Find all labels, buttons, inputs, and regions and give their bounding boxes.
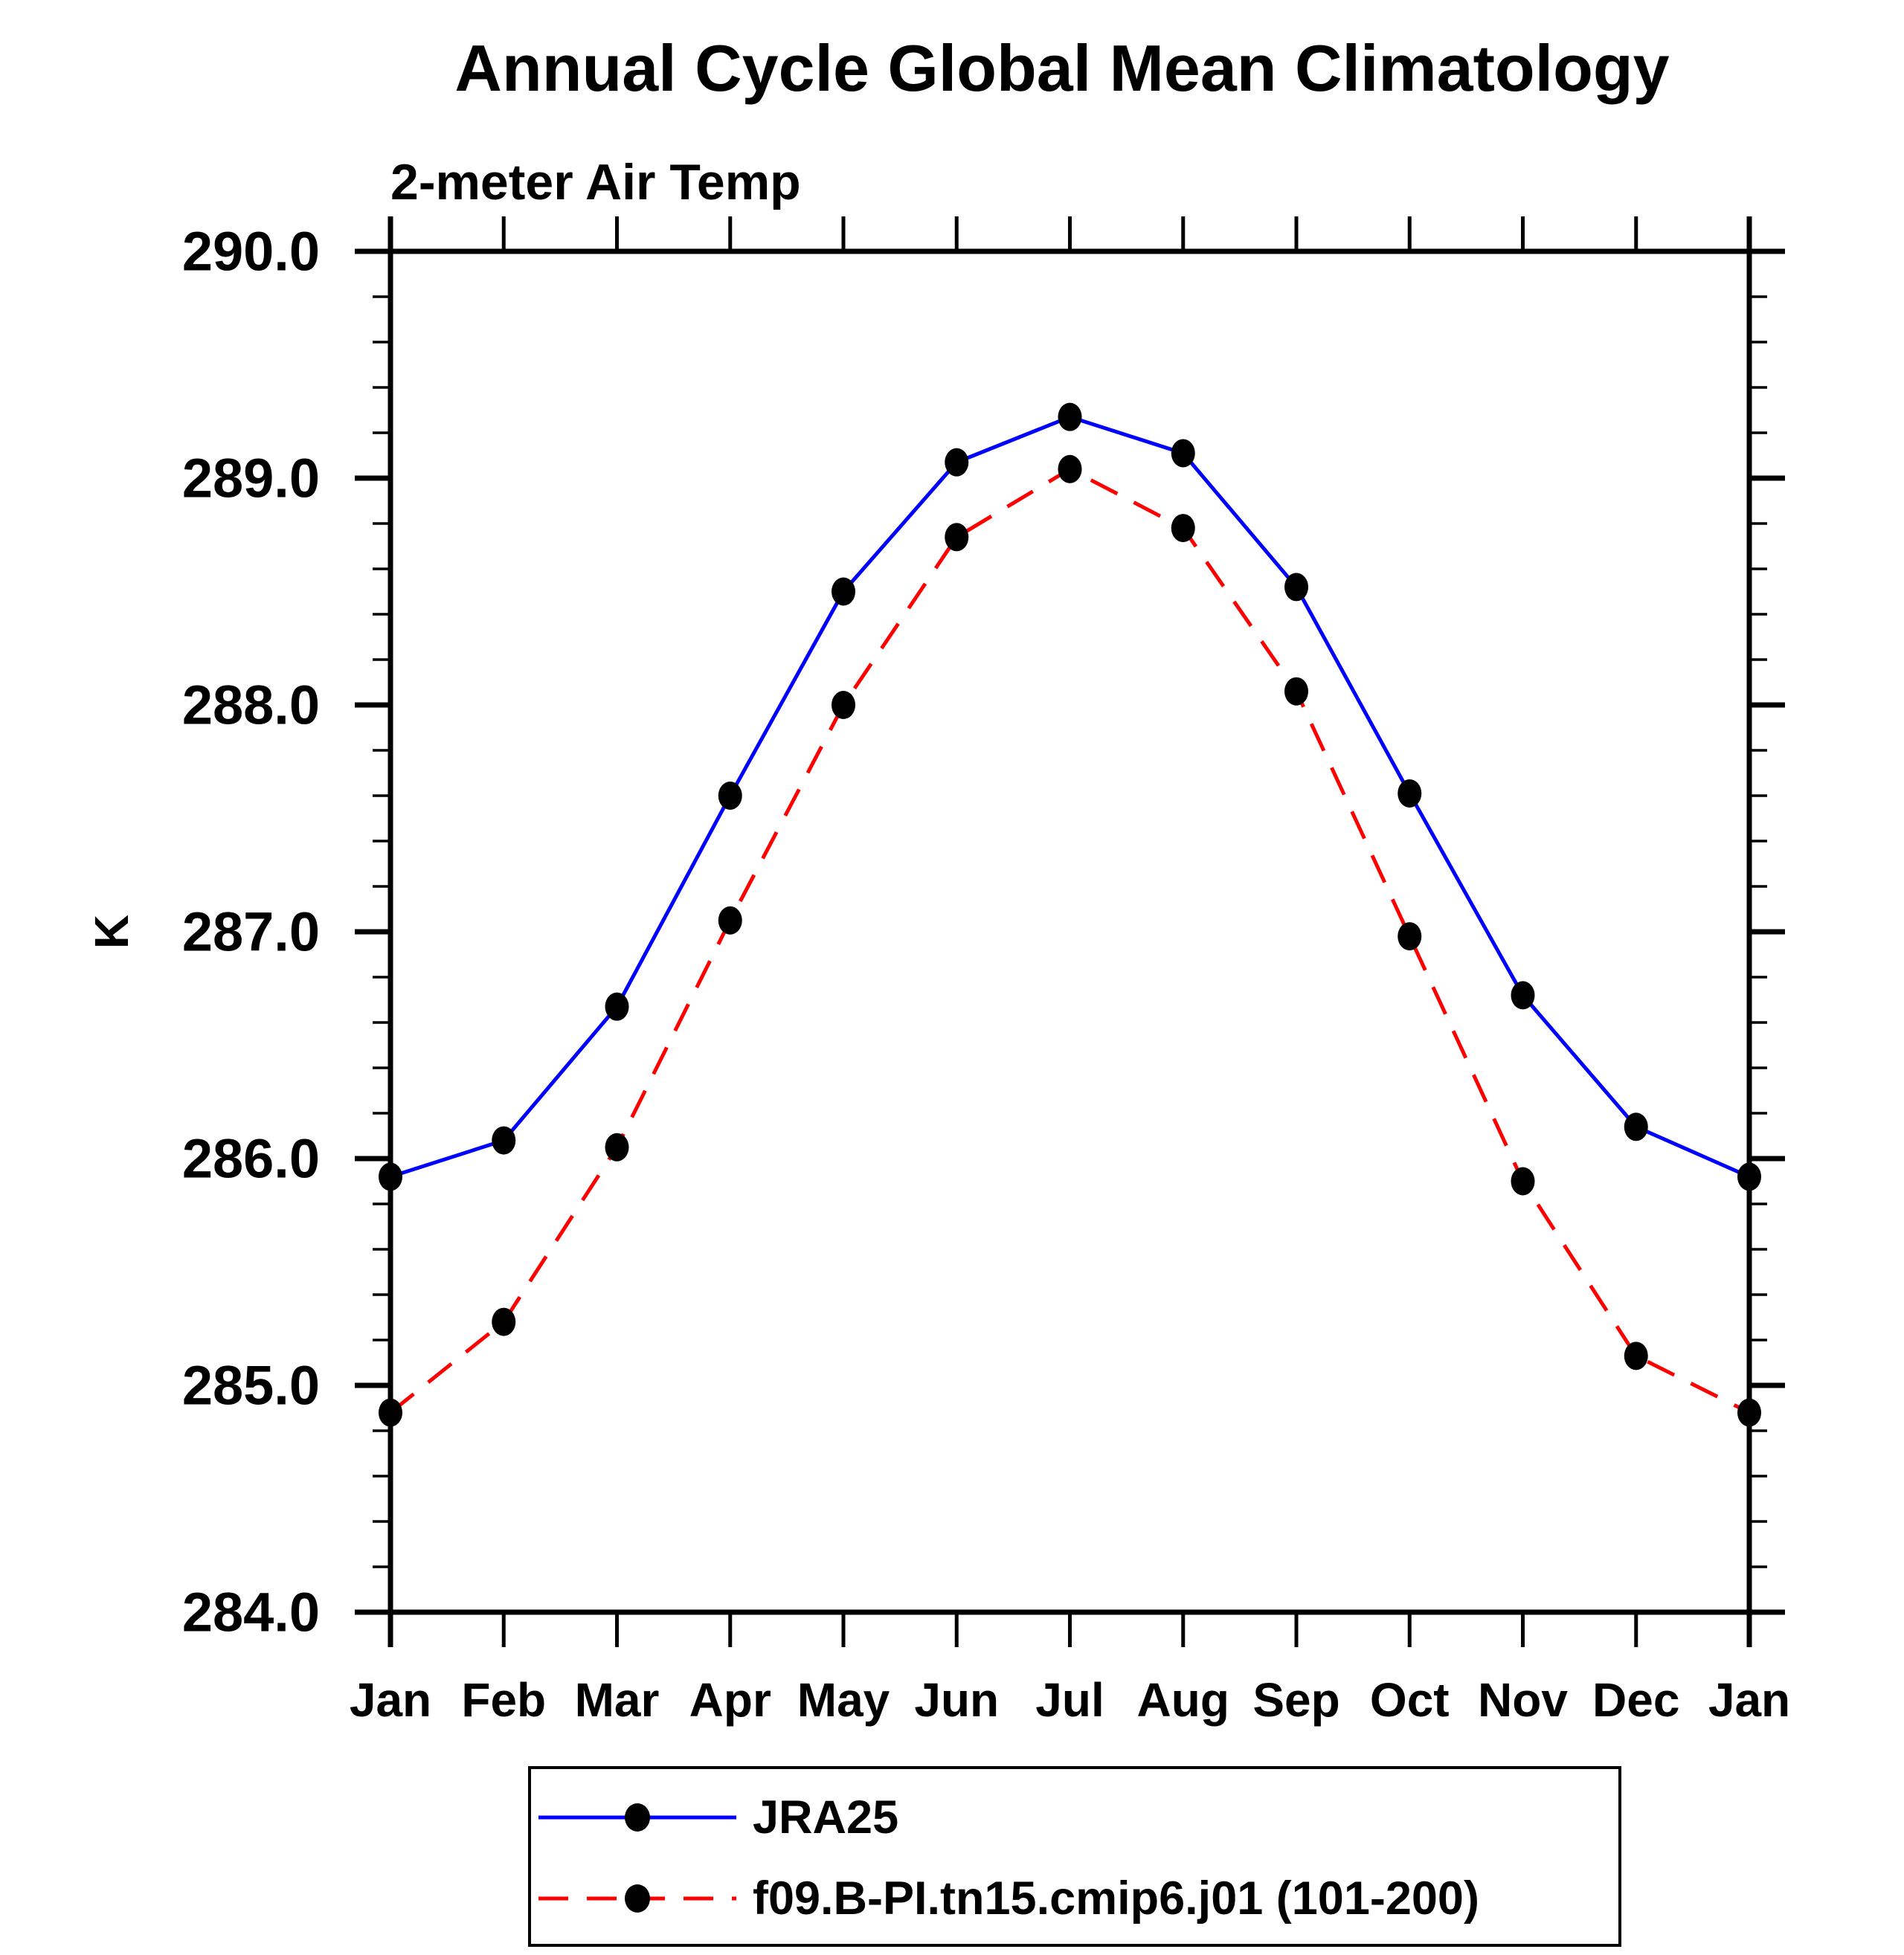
y-tick-label: 285.0	[182, 1355, 320, 1417]
y-tick-label: 289.0	[182, 448, 320, 509]
y-tick-label: 284.0	[182, 1582, 320, 1643]
x-tick-label: Mar	[575, 1673, 660, 1727]
x-tick-label: Apr	[689, 1673, 771, 1727]
data-point-marker	[1511, 981, 1535, 1010]
x-tick-label: Dec	[1592, 1673, 1679, 1727]
x-tick-label: May	[797, 1673, 890, 1727]
chart-subtitle: 2-meter Air Temp	[390, 154, 801, 210]
series-line-dashed	[389, 466, 1751, 1414]
x-tick-label: Jan	[350, 1673, 431, 1727]
y-tick-label: 286.0	[182, 1128, 320, 1190]
data-point-marker	[1511, 1167, 1535, 1196]
legend-box	[528, 1766, 1621, 1947]
data-point-marker	[605, 992, 629, 1021]
data-point-marker	[718, 782, 742, 810]
legend-marker-icon	[625, 1803, 650, 1832]
data-point-marker	[379, 1162, 402, 1191]
legend: JRA25 f09.B-PI.tn15.cmip6.j01 (101-200)	[528, 1766, 1621, 1947]
y-tick-label: 290.0	[182, 221, 320, 283]
legend-marker-icon	[625, 1884, 650, 1913]
data-point-marker	[1171, 514, 1195, 543]
data-point-marker	[605, 1133, 629, 1162]
x-tick-label: Jan	[1708, 1673, 1790, 1727]
x-tick-label: Sep	[1252, 1673, 1339, 1727]
series-line-solid	[390, 414, 1751, 1179]
x-tick-label: Aug	[1137, 1673, 1229, 1727]
y-tick-label: 287.0	[182, 901, 320, 963]
data-point-marker	[1398, 779, 1422, 808]
y-tick-label: 288.0	[182, 674, 320, 736]
data-point-marker	[1624, 1342, 1648, 1371]
data-point-marker	[945, 448, 969, 477]
legend-label-f09: f09.B-PI.tn15.cmip6.j01 (101-200)	[753, 1872, 1479, 1925]
data-point-marker	[718, 906, 742, 935]
data-point-marker	[1737, 1162, 1761, 1191]
data-point-marker	[379, 1398, 402, 1427]
data-point-marker	[832, 691, 855, 719]
data-point-marker	[1284, 677, 1308, 706]
y-axis-label: K	[85, 915, 138, 949]
x-tick-labels: Jan Feb Mar Apr May Jun Jul Aug Sep Oct Nov Dec Jan	[350, 1673, 1790, 1727]
data-point-marker	[832, 577, 855, 606]
chart-title: Annual Cycle Global Mean Climatology	[454, 31, 1669, 105]
data-point-marker	[492, 1307, 516, 1336]
data-point-marker	[1058, 402, 1082, 431]
legend-label-jra25: JRA25	[753, 1791, 898, 1843]
data-series	[379, 402, 1761, 1427]
x-tick-label: Jul	[1035, 1673, 1104, 1727]
data-point-marker	[1058, 454, 1082, 483]
x-tick-label: Jun	[914, 1673, 999, 1727]
x-tick-label: Nov	[1478, 1673, 1568, 1727]
data-point-marker	[492, 1126, 516, 1155]
data-point-marker	[1171, 439, 1195, 468]
data-point-marker	[1284, 573, 1308, 602]
axis-ticks	[355, 216, 1785, 1647]
y-tick-labels: 290.0 289.0 288.0 287.0 286.0 285.0 284.0	[182, 221, 320, 1643]
data-point-marker	[1398, 922, 1422, 951]
x-tick-label: Oct	[1370, 1673, 1450, 1727]
x-tick-label: Feb	[461, 1673, 546, 1727]
data-point-marker	[945, 523, 969, 552]
data-point-marker	[1737, 1398, 1761, 1427]
data-point-marker	[1624, 1112, 1648, 1141]
